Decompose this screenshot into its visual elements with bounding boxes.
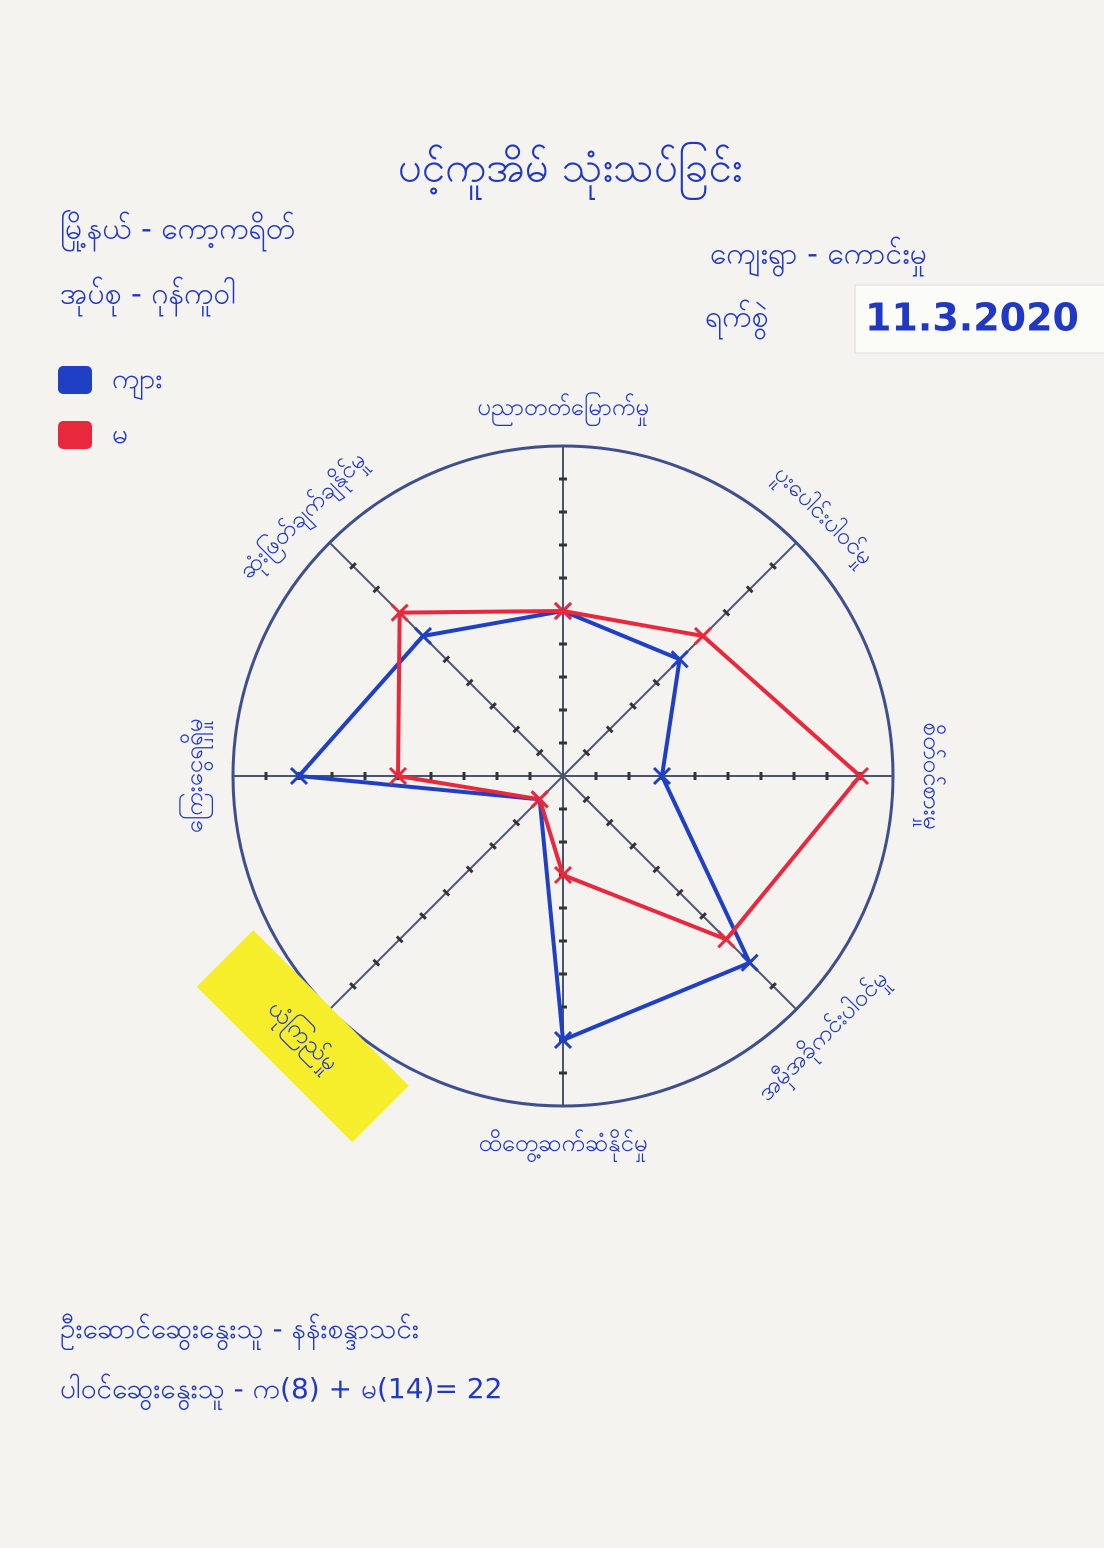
axis-label-group: ပညာတတ်မြောက်မှု (477, 391, 649, 426)
village: ကျေးရွာ - ကောင်းမှု (710, 237, 927, 278)
legend-swatch (58, 366, 92, 394)
chart: ပင့်ကူအိမ် သုံးသပ်ခြင်း မြို့နယ် - ကော့က… (0, 0, 1104, 1548)
axis-label-group: စိတ်ဝင်စားမှု (913, 723, 947, 830)
legend-label: မ (112, 417, 128, 450)
township: မြို့နယ် - ကော့ကရိတ် (60, 210, 295, 253)
axis-label: ပညာတတ်မြောက်မှု (477, 391, 649, 426)
group: အုပ်စု - ဂုန်ကူဝါ (60, 276, 235, 318)
axis-label: စိတ်ဝင်စားမှု (913, 723, 947, 830)
date: 11.3.2020 (865, 296, 1079, 340)
date-label: ရက်စွဲ (705, 300, 768, 341)
legend-swatch (58, 421, 92, 449)
